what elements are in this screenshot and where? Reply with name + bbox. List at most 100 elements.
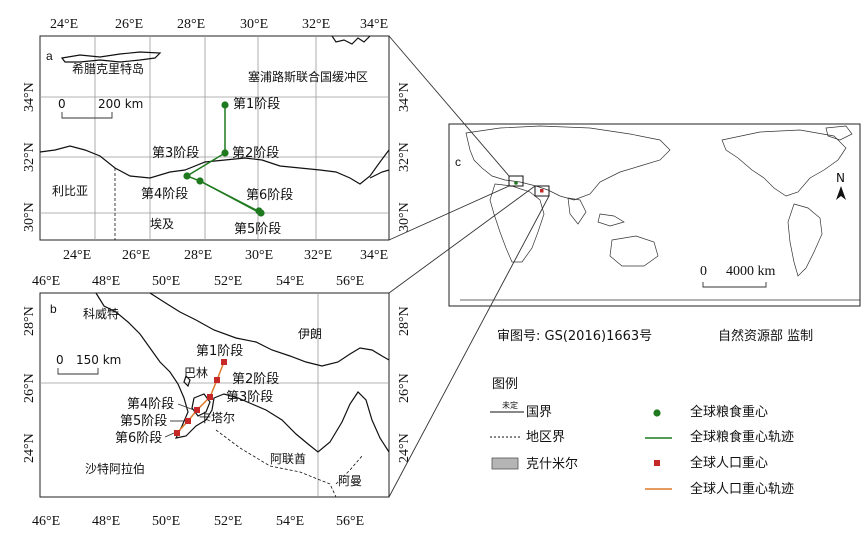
legend-kashmir: 克什米尔 (491, 457, 578, 472)
grain-track-segment (199, 180, 263, 215)
world-outlines (460, 125, 860, 301)
panel-a: 24°E 26°E 28°E 30°E 32°E 34°E 24°E 26°E … (22, 17, 412, 263)
panel-a-right-ticks: 34°N 32°N 30°N (397, 82, 412, 232)
stage-label: 第4阶段 (127, 397, 174, 412)
pop-center-stage-6 (174, 430, 180, 436)
bahrain-island (183, 374, 191, 388)
eurasia-outline (465, 125, 671, 201)
stage-label: 第4阶段 (141, 187, 188, 202)
panel-b-scale-bar: 0 150 km (56, 353, 121, 375)
label-libya: 利比亚 (52, 184, 88, 198)
tick-label: 32°N (22, 142, 37, 172)
stage-label: 第3阶段 (226, 390, 273, 405)
tick-label: 34°E (360, 248, 388, 263)
tick-label: 46°E (32, 514, 60, 529)
tick-label: 34°N (397, 82, 412, 112)
stage-label: 第6阶段 (246, 188, 293, 203)
north-america-outline (721, 129, 847, 197)
legend: 图例 未定 国界 地区界 克什米尔 全球粮食重心 全球粮食重心轨迹 全球人口重心 (490, 377, 794, 497)
grain-center-stage-4 (196, 177, 204, 185)
label-cyprus-zone: 塞浦路斯联合国缓冲区 (248, 69, 368, 84)
cyprus-coast (331, 35, 371, 45)
agency-credit: 自然资源部 监制 (718, 328, 813, 344)
legend-regional-border: 地区界 (490, 430, 565, 445)
panel-a-top-ticks: 24°E 26°E 28°E 30°E 32°E 34°E (50, 17, 388, 32)
kashmir-swatch (491, 457, 519, 470)
tick-label: 54°E (276, 274, 304, 289)
scale-line (61, 112, 113, 119)
world-grain-center (514, 181, 518, 185)
tick-label: 48°E (92, 274, 120, 289)
scale-line (702, 282, 767, 288)
scale-zero: 0 (56, 353, 64, 367)
greenland-outline (825, 125, 853, 141)
label-iran: 伊朗 (298, 327, 322, 341)
label-oman: 阿曼 (338, 474, 362, 488)
tick-label: 46°E (32, 274, 60, 289)
legend-undetermined-note: 未定 (502, 400, 518, 410)
stage-label: 第1阶段 (196, 344, 243, 359)
tick-label: 50°E (152, 274, 180, 289)
panel-c-frame (448, 123, 861, 307)
tick-label: 32°N (397, 142, 412, 172)
north-arrow: N (836, 171, 846, 200)
review-number: 审图号: GS(2016)1663号 (497, 329, 652, 344)
panel-b: 46°E 48°E 50°E 52°E 54°E 56°E 46°E 48°E … (22, 274, 412, 529)
label-saudi: 沙特阿拉伯 (85, 461, 145, 476)
tick-label: 30°E (240, 17, 268, 32)
tick-label: 52°E (214, 274, 242, 289)
grain-center-swatch (653, 409, 661, 417)
pop-center-stage-1 (221, 359, 227, 365)
panel-c: c N (448, 123, 861, 307)
tick-label: 50°E (152, 514, 180, 529)
label-uae: 阿联酋 (270, 451, 306, 466)
scale-zero: 0 (58, 97, 66, 111)
stage-label: 第6阶段 (115, 431, 162, 446)
tick-label: 28°E (184, 248, 212, 263)
grain-center-stage-6 (255, 207, 263, 215)
scale-value: 4000 km (726, 264, 776, 279)
tick-label: 26°N (397, 373, 412, 403)
tick-label: 24°N (397, 433, 412, 463)
panel-b-right-ticks: 28°N 26°N 24°N (397, 306, 412, 463)
pop-center-stage-2 (214, 377, 220, 383)
legend-title: 图例 (492, 377, 518, 392)
pop-center-stage-4 (194, 407, 200, 413)
tick-label: 26°E (122, 248, 150, 263)
uae-oman-border (335, 455, 363, 485)
tick-label: 54°E (276, 514, 304, 529)
scale-value: 200 km (98, 97, 143, 111)
scale-line (57, 368, 99, 375)
tick-label: 28°E (177, 17, 205, 32)
panel-c-tag: c (455, 155, 461, 169)
legend-pop-center: 全球人口重心 (654, 455, 768, 471)
tick-label: 34°N (22, 82, 37, 112)
pop-center-stage-3 (207, 394, 213, 400)
india-outline (567, 197, 587, 225)
tick-label: 26°N (22, 373, 37, 403)
label-qatar: 卡塔尔 (199, 410, 235, 425)
panel-b-bottom-ticks: 46°E 48°E 50°E 52°E 54°E 56°E (32, 514, 364, 529)
tick-label: 28°N (22, 306, 37, 336)
panel-a-bottom-ticks: 24°E 26°E 28°E 30°E 32°E 34°E (63, 248, 388, 263)
stage-label: 第2阶段 (232, 372, 279, 387)
inset-connectors (388, 35, 550, 498)
panel-b-tag: b (50, 302, 57, 316)
legend-pop-track: 全球人口重心轨迹 (645, 481, 794, 497)
panel-b-left-ticks: 28°N 26°N 24°N (22, 306, 37, 463)
pop-center-swatch (654, 460, 660, 466)
inset-box-b (534, 185, 550, 197)
legend-label: 克什米尔 (526, 457, 578, 472)
legend-grain-track: 全球粮食重心轨迹 (645, 429, 794, 445)
grain-center-stage-1 (221, 101, 229, 109)
label-egypt: 埃及 (150, 217, 174, 231)
crete-coast (60, 51, 162, 63)
scale-zero: 0 (700, 264, 707, 279)
legend-label: 全球人口重心轨迹 (690, 481, 794, 497)
tick-label: 56°E (336, 274, 364, 289)
africa-outline (489, 183, 545, 263)
tick-label: 30°N (397, 202, 412, 232)
tick-label: 24°N (22, 433, 37, 463)
tick-label: 52°E (214, 514, 242, 529)
